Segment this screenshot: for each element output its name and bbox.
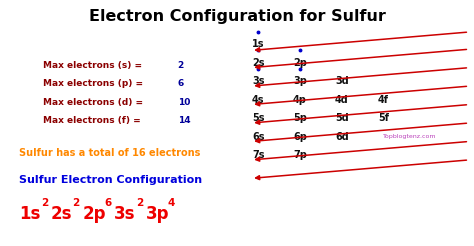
Text: Sulfur has a total of 16 electrons: Sulfur has a total of 16 electrons — [19, 148, 201, 157]
Text: 5f: 5f — [378, 113, 389, 123]
Text: 4: 4 — [168, 198, 175, 208]
Text: 4f: 4f — [378, 95, 389, 105]
Text: 5d: 5d — [335, 113, 349, 123]
Text: 6d: 6d — [335, 132, 349, 141]
Text: 6: 6 — [104, 198, 111, 208]
Text: 3s: 3s — [252, 76, 264, 86]
Text: 2s: 2s — [51, 205, 72, 223]
Text: 1s: 1s — [19, 205, 40, 223]
Text: Electron Configuration for Sulfur: Electron Configuration for Sulfur — [89, 9, 385, 24]
Text: 3d: 3d — [335, 76, 349, 86]
Text: 4p: 4p — [293, 95, 307, 105]
Text: 2: 2 — [73, 198, 80, 208]
Text: Max electrons (f) =: Max electrons (f) = — [43, 116, 144, 125]
Text: 7s: 7s — [252, 150, 264, 160]
Text: Sulfur Electron Configuration: Sulfur Electron Configuration — [19, 175, 202, 184]
Text: 3p: 3p — [293, 76, 307, 86]
Text: 4d: 4d — [335, 95, 349, 105]
Text: Topblogtenz.com: Topblogtenz.com — [383, 134, 437, 139]
Text: 2p: 2p — [293, 58, 307, 68]
Text: 14: 14 — [178, 116, 191, 125]
Text: 2: 2 — [178, 61, 184, 70]
Text: 2s: 2s — [252, 58, 264, 68]
Text: 6: 6 — [178, 79, 184, 88]
Text: Max electrons (s) =: Max electrons (s) = — [43, 61, 145, 70]
Text: Max electrons (d) =: Max electrons (d) = — [43, 98, 146, 107]
Text: 2: 2 — [136, 198, 143, 208]
Text: 1s: 1s — [252, 39, 264, 49]
Text: 6p: 6p — [293, 132, 307, 141]
Text: 2: 2 — [41, 198, 48, 208]
Text: 3p: 3p — [146, 205, 170, 223]
Text: Max electrons (p) =: Max electrons (p) = — [43, 79, 146, 88]
Text: 7p: 7p — [293, 150, 307, 160]
Text: 2p: 2p — [82, 205, 106, 223]
Text: 3s: 3s — [114, 205, 136, 223]
Text: 4s: 4s — [252, 95, 264, 105]
Text: 5s: 5s — [252, 113, 264, 123]
Text: 10: 10 — [178, 98, 190, 107]
Text: 6s: 6s — [252, 132, 264, 141]
Text: 5p: 5p — [293, 113, 307, 123]
